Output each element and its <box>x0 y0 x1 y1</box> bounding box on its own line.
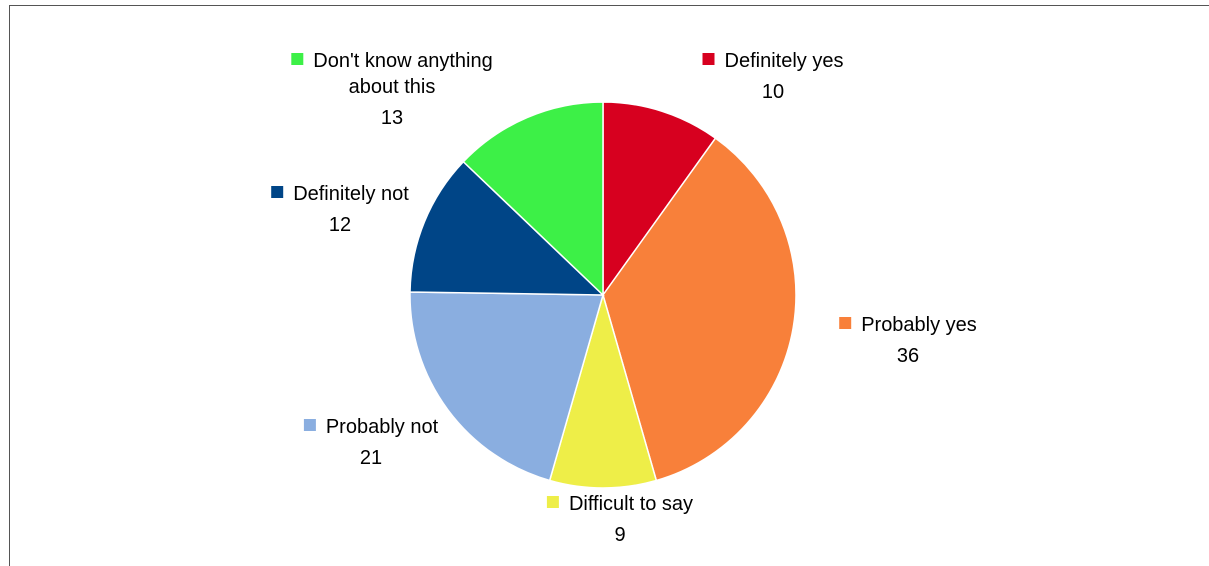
slice-label-definitely-not: Definitely not 12 <box>271 183 409 236</box>
slice-label-don-t-know-anything-about-this: Don't know anything about this 13 <box>291 50 493 129</box>
slice-value-probably-yes: 36 <box>897 345 919 367</box>
legend-key-probably-yes <box>839 317 852 329</box>
slice-label-text: Probably yes <box>861 314 977 336</box>
pie-slice-probably-yes <box>602 137 797 482</box>
slice-label-definitely-yes: Definitely yes 10 <box>702 50 844 103</box>
pie-slice-definitely-not <box>409 160 605 296</box>
slice-label-text: Probably not <box>326 416 439 438</box>
slice-label-text: Difficult to say <box>569 493 693 515</box>
legend-key-probably-not <box>303 419 316 431</box>
pie-slice-probably-not <box>409 291 604 482</box>
slice-label-text: Definitely not <box>293 183 409 205</box>
slice-value-definitely-not: 12 <box>329 214 351 236</box>
slice-label-difficult-to-say: Difficult to say 9 <box>546 493 693 546</box>
pie-slice-definitely-yes <box>602 101 717 298</box>
slice-label-text: Definitely yes <box>725 50 844 72</box>
slice-value-don-t-know-anything-about-this: 13 <box>381 107 403 129</box>
legend-key-definitely-not <box>271 186 284 198</box>
slice-value-definitely-yes: 10 <box>762 81 784 103</box>
slice-label-text: Don't know anything <box>313 50 492 72</box>
slice-label-probably-not: Probably not 21 <box>303 416 439 469</box>
chart-frame <box>9 5 1209 566</box>
slice-label-probably-yes: Probably yes 36 <box>839 314 977 367</box>
slice-label-text: about this <box>349 76 436 98</box>
legend-key-definitely-yes <box>702 53 715 65</box>
pie-slice-difficult-to-say <box>548 292 658 489</box>
slice-value-difficult-to-say: 9 <box>614 524 625 546</box>
legend-key-difficult-to-say <box>546 496 559 508</box>
legend-key-don-t-know-anything-about-this <box>291 53 304 65</box>
pie-slice-don-t-know-anything-about-this <box>462 101 604 297</box>
slice-value-probably-not: 21 <box>360 447 382 469</box>
